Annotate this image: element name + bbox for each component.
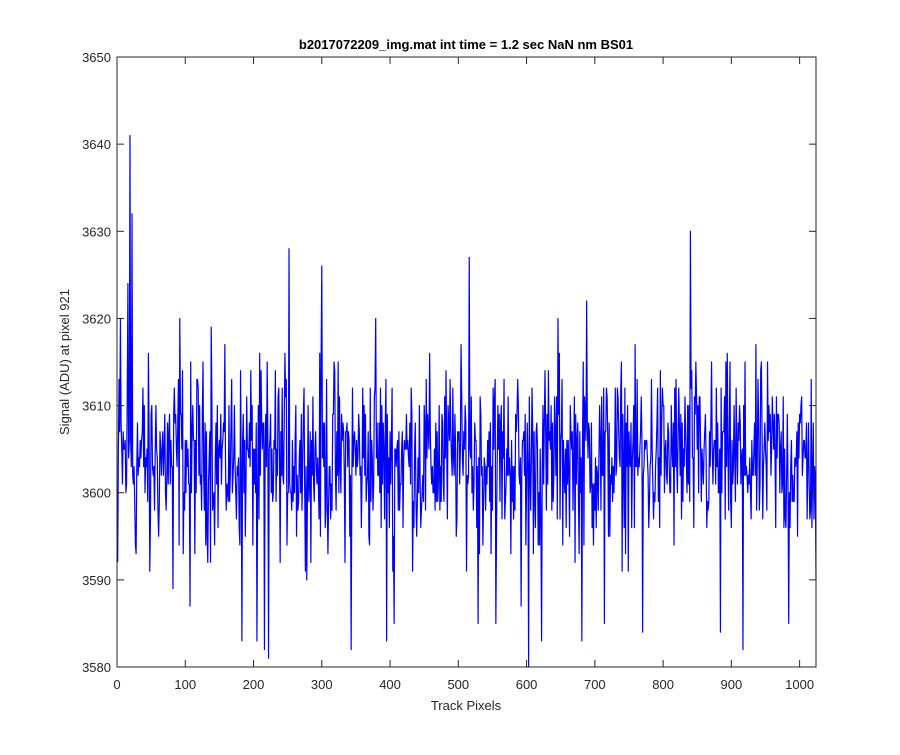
y-tick-label: 3650 [82, 50, 111, 65]
x-tick-label: 200 [243, 677, 265, 692]
x-tick-label: 800 [652, 677, 674, 692]
y-tick-label: 3610 [82, 399, 111, 414]
x-axis-label: Track Pixels [431, 698, 502, 713]
x-tick-label: 700 [584, 677, 606, 692]
x-tick-label: 0 [113, 677, 120, 692]
y-tick-label: 3580 [82, 660, 111, 675]
series-layer [117, 134, 817, 668]
x-tick-label: 300 [311, 677, 333, 692]
y-tick-label: 3640 [82, 137, 111, 152]
x-tick-label: 600 [516, 677, 538, 692]
y-tick-label: 3630 [82, 224, 111, 239]
x-tick-label: 1000 [785, 677, 814, 692]
signal-series-line [117, 134, 817, 668]
x-tick-label: 100 [174, 677, 196, 692]
x-tick-label: 400 [379, 677, 401, 692]
y-axis-ticks: 3580 3590 3600 3610 3620 3630 3640 3650 [82, 50, 816, 675]
y-tick-label: 3600 [82, 486, 111, 501]
x-tick-label: 500 [447, 677, 469, 692]
x-tick-label: 900 [721, 677, 743, 692]
axes-box [116, 56, 817, 668]
y-tick-label: 3620 [82, 311, 111, 326]
chart-title: b2017072209_img.mat int time = 1.2 sec N… [299, 37, 633, 52]
y-tick-label: 3590 [82, 573, 111, 588]
x-axis-ticks: 0 100 200 300 400 500 600 700 800 900 1000 [113, 57, 814, 692]
y-axis-label: Signal (ADU) at pixel 921 [57, 289, 72, 435]
